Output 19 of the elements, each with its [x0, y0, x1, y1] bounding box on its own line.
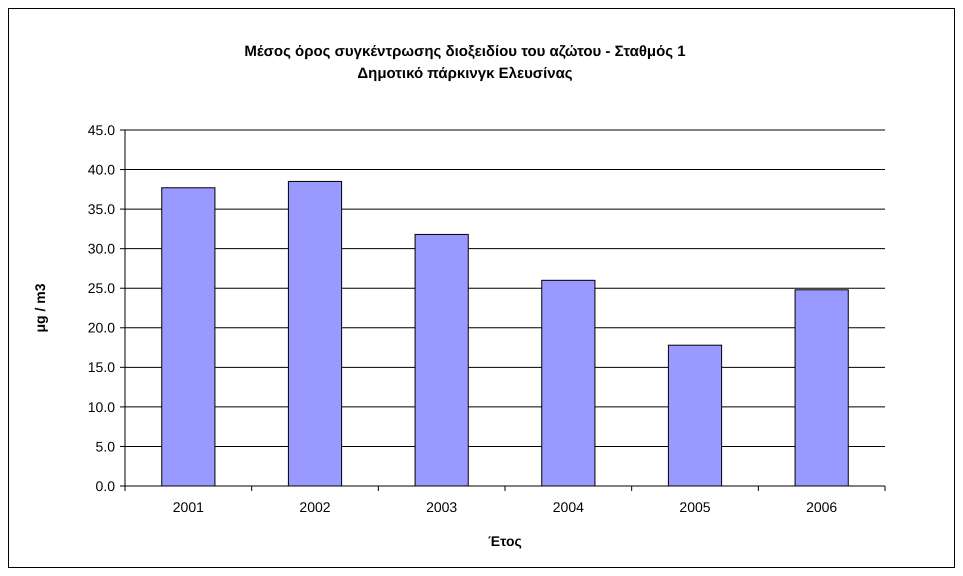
- x-tick-label: 2005: [679, 499, 711, 515]
- x-tick-label: 2001: [172, 499, 204, 515]
- y-tick-label: 45.0: [88, 122, 116, 138]
- chart-title: Μέσος όρος συγκέντρωσης διοξειδίου του αζώτου - Σταθμός 1 Δημοτικό πάρκινγκ Ελευσίνας: [244, 43, 686, 82]
- y-tick-label: 35.0: [88, 201, 116, 218]
- x-axis-title: Έτος: [488, 533, 522, 549]
- y-tick-label: 40.0: [88, 161, 116, 178]
- y-tick-label: 30.0: [88, 240, 116, 257]
- x-tick-label: 2006: [806, 499, 838, 515]
- y-tick-label: 25.0: [88, 280, 116, 296]
- x-tick-label: 2002: [299, 499, 331, 515]
- y-tick-label: 20.0: [88, 320, 116, 336]
- x-tick-label: 2003: [426, 499, 458, 515]
- y-tick-label: 10.0: [88, 398, 116, 415]
- y-axis-title: μg / m3: [32, 283, 48, 333]
- y-tick-label: 15.0: [88, 359, 116, 376]
- x-tick-label: 2004: [552, 499, 584, 515]
- y-tick-label: 5.0: [96, 438, 116, 454]
- y-tick-label: 0.0: [96, 478, 116, 494]
